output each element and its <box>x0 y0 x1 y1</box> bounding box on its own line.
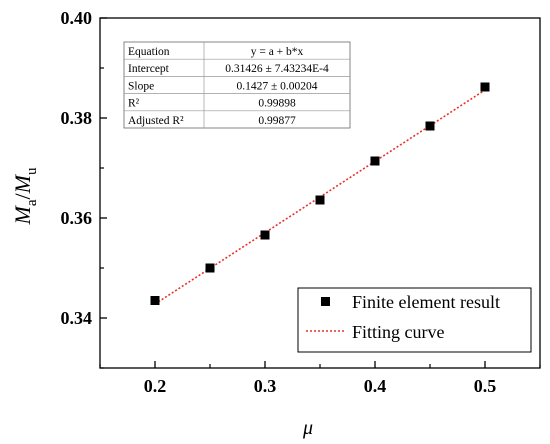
y-label-main-1: M <box>10 204 35 225</box>
legend-label-points: Finite element result <box>352 292 500 312</box>
stats-row-label: Equation <box>128 46 170 58</box>
data-point <box>425 121 435 131</box>
stats-table-frame <box>123 41 351 129</box>
y-tick-label: 0.40 <box>61 8 93 28</box>
legend: Finite element result Fitting curve <box>297 287 532 353</box>
stats-row-label: Intercept <box>128 63 170 75</box>
data-point <box>205 263 215 273</box>
stats-row-label: Adjusted R² <box>128 115 184 127</box>
y-axis-label: Ma/Mu <box>10 167 40 225</box>
y-label-slash: / <box>10 192 35 199</box>
stats-row-value: 0.99877 <box>258 115 296 127</box>
stats-row-value: 0.1427 ± 0.00204 <box>236 80 317 92</box>
x-tick-label: 0.5 <box>474 376 497 396</box>
stats-table: Equation y = a + b*x Intercept 0.31426 ± 7.… <box>123 41 351 129</box>
chart-marks <box>150 82 490 305</box>
x-tick-label: 0.3 <box>254 376 277 396</box>
legend-marker-points <box>321 297 330 306</box>
x-tick-label: 0.2 <box>144 376 167 396</box>
stats-row-value: 0.31426 ± 7.43234E-4 <box>225 63 329 75</box>
y-label-main-2: M <box>10 173 35 194</box>
legend-label-line: Fitting curve <box>352 322 445 342</box>
legend-box <box>297 287 532 353</box>
x-tick-label: 0.4 <box>364 376 387 396</box>
y-tick-label: 0.34 <box>61 308 93 328</box>
data-point <box>260 230 270 240</box>
data-point <box>370 156 380 166</box>
data-point <box>315 195 325 205</box>
y-label-sub-1: a <box>24 199 40 206</box>
stats-row-value: y = a + b*x <box>251 46 304 58</box>
stats-row-label: R² <box>128 98 140 110</box>
y-tick-label: 0.36 <box>61 208 93 228</box>
data-point <box>150 296 160 305</box>
svg-text:Ma/Mu: Ma/Mu <box>10 167 40 225</box>
data-point <box>480 82 490 92</box>
stats-row-value: 0.99898 <box>258 98 296 110</box>
axes: 0.2 0.3 0.4 0.5 0.34 0.36 0.38 0.40 <box>61 8 541 396</box>
y-tick-label: 0.38 <box>61 108 93 128</box>
stats-row-label: Slope <box>128 80 154 92</box>
x-axis-label: μ <box>302 417 313 439</box>
y-label-sub-2: u <box>24 167 40 175</box>
